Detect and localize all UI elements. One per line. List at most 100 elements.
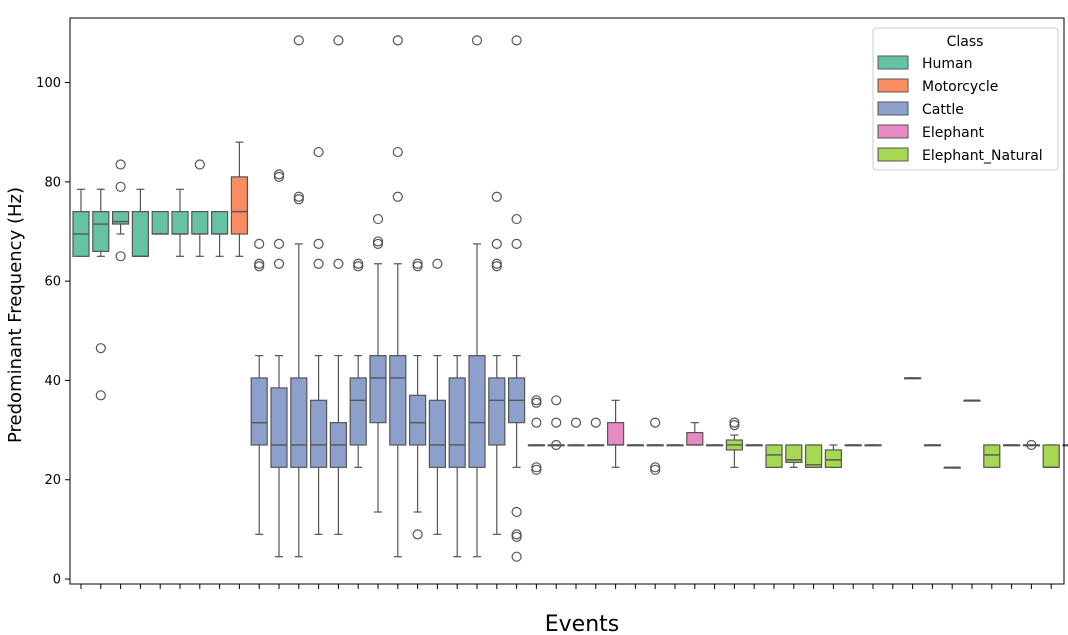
outlier-point xyxy=(293,35,304,46)
outlier-point xyxy=(471,35,483,46)
outlier-point xyxy=(273,238,285,250)
box-iqr xyxy=(230,176,248,235)
box-iqr xyxy=(785,444,803,463)
box-group-30 xyxy=(646,417,664,475)
outlier-point xyxy=(531,464,542,475)
y-tick-label-0: 0 xyxy=(53,573,61,588)
y-tick-label-40: 40 xyxy=(44,374,61,389)
outlier-point xyxy=(293,191,304,202)
box-group-24 xyxy=(527,395,546,475)
box-group-27 xyxy=(587,417,605,447)
box-group-20 xyxy=(448,355,466,558)
outlier-point xyxy=(432,258,443,269)
outlier-point xyxy=(353,261,364,272)
outlier-point xyxy=(511,35,522,46)
box-iqr xyxy=(211,211,229,235)
box-iqr xyxy=(765,444,783,468)
legend-label-elephant_natural: Elephant_Natural xyxy=(922,148,1043,164)
box-group-3 xyxy=(111,159,130,262)
box-group-21 xyxy=(468,35,486,558)
box-group-12 xyxy=(290,35,308,558)
outlier-point xyxy=(412,529,423,540)
outlier-point xyxy=(313,258,324,269)
box-iqr xyxy=(290,377,308,468)
legend-swatch-cattle xyxy=(877,101,909,116)
outlier-point xyxy=(254,238,265,250)
box-group-44 xyxy=(923,444,942,447)
outlier-point xyxy=(511,238,522,250)
legend-swatch-elephant xyxy=(877,124,909,139)
box-iqr xyxy=(409,394,427,446)
outlier-point xyxy=(531,395,542,406)
box-group-36 xyxy=(765,444,783,468)
box-iqr xyxy=(686,431,704,446)
box-iqr xyxy=(310,399,328,468)
outlier-point xyxy=(551,439,562,451)
box-iqr xyxy=(389,355,407,446)
outlier-point xyxy=(650,417,661,428)
box-iqr xyxy=(983,444,1001,468)
box-iqr xyxy=(428,399,446,468)
box-iqr xyxy=(171,211,189,235)
outlier-point xyxy=(95,390,106,401)
outlier-point xyxy=(372,238,384,250)
box-group-4 xyxy=(131,188,149,258)
outlier-point xyxy=(729,420,740,431)
box-group-7 xyxy=(191,159,209,257)
box-group-37 xyxy=(785,444,803,468)
box-group-18 xyxy=(409,258,427,540)
legend-swatch-human xyxy=(877,55,909,70)
plot-frame xyxy=(69,17,1065,585)
box-group-31 xyxy=(666,444,684,447)
outlier-point xyxy=(254,258,265,269)
y-tick-label-80: 80 xyxy=(44,175,61,190)
outlier-point xyxy=(392,191,403,202)
outlier-point xyxy=(1026,439,1037,451)
outlier-point xyxy=(313,146,324,158)
box-group-11 xyxy=(270,169,288,558)
box-group-10 xyxy=(250,238,268,535)
outlier-point xyxy=(115,181,126,192)
outlier-point xyxy=(333,258,344,269)
box-iqr xyxy=(191,211,209,235)
box-group-32 xyxy=(686,422,704,446)
box-group-51 xyxy=(1062,444,1068,447)
box-group-13 xyxy=(310,146,328,535)
box-iqr xyxy=(131,211,149,257)
outlier-point xyxy=(511,506,522,518)
outlier-point xyxy=(590,417,601,428)
box-iqr xyxy=(151,211,169,235)
x-axis-label: Events xyxy=(545,612,620,635)
outlier-point xyxy=(491,238,502,250)
box-iqr xyxy=(349,377,367,446)
box-group-40 xyxy=(844,444,862,447)
outlier-point xyxy=(531,462,542,473)
outlier-point xyxy=(115,251,126,262)
box-group-49 xyxy=(1022,439,1041,451)
box-iqr xyxy=(606,422,625,446)
legend: Class Human Motorcycle Cattle Elephant Eleph… xyxy=(872,27,1059,171)
box-iqr xyxy=(488,377,506,446)
outlier-point xyxy=(511,529,522,540)
box-group-15 xyxy=(349,258,367,468)
box-group-2 xyxy=(92,188,110,401)
legend-label-human: Human xyxy=(922,56,973,72)
box-iqr xyxy=(804,444,823,468)
box-group-38 xyxy=(804,444,823,468)
outlier-point xyxy=(729,417,740,428)
outlier-point xyxy=(531,397,542,408)
legend-frame xyxy=(872,27,1059,171)
outlier-point xyxy=(551,417,562,428)
legend-swatch-motorcycle xyxy=(877,78,909,93)
legend-title: Class xyxy=(947,34,984,50)
outlier-point xyxy=(372,236,384,247)
outlier-point xyxy=(194,159,205,170)
box-iqr xyxy=(1042,444,1060,468)
outlier-point xyxy=(650,462,661,473)
box-group-1 xyxy=(72,188,90,257)
outlier-point xyxy=(254,261,265,272)
y-tick-label-20: 20 xyxy=(44,473,61,488)
box-group-23 xyxy=(508,35,526,562)
outlier-point xyxy=(273,258,285,269)
